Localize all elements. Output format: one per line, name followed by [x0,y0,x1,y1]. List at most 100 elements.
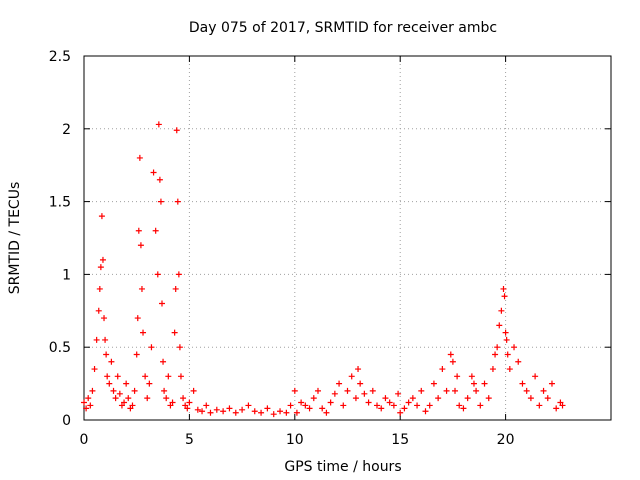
data-point [101,315,108,322]
data-point [405,399,412,406]
data-point [125,395,132,402]
data-point [91,366,98,373]
data-point [369,387,376,394]
data-point [468,373,475,380]
data-point [323,409,330,416]
x-axis-label: GPS time / hours [284,459,401,475]
data-point [180,395,187,402]
data-point [158,300,165,307]
data-point [494,344,501,351]
data-point [177,373,184,380]
data-point [447,351,454,358]
data-point [414,402,421,409]
data-point [348,373,355,380]
data-point [283,409,290,416]
x-tick-label: 5 [185,432,194,448]
data-point [439,366,446,373]
plot-frame [83,55,612,421]
data-point [401,405,408,412]
data-point [171,329,178,336]
data-point [110,387,117,394]
data-point [503,336,510,343]
data-point [95,307,102,314]
data-point [156,176,163,183]
data-point [207,409,214,416]
data-point [144,395,151,402]
data-point [251,408,258,415]
data-point [498,307,505,314]
data-point [157,198,164,205]
y-tick-label: 0.5 [49,340,71,356]
data-point [544,395,551,402]
data-point [186,399,193,406]
grid [84,56,611,420]
data-point [540,387,547,394]
data-point [89,387,96,394]
data-point [138,285,145,292]
data-point [409,395,416,402]
data-point [213,406,220,413]
data-point [306,405,313,412]
data-point [464,395,471,402]
data-point [344,387,351,394]
data-point [504,351,511,358]
data-point [310,395,317,402]
data-point [152,227,159,234]
data-point [390,402,397,409]
y-tick-label: 0 [62,413,71,429]
data-point [121,399,128,406]
data-point [327,399,334,406]
data-point [340,402,347,409]
data-point [501,293,508,300]
data-point [163,395,170,402]
data-point [175,271,182,278]
data-point [97,264,104,271]
data-point [112,395,119,402]
y-axis-label: SRMTID / TECUs [7,182,23,295]
data-point [194,406,201,413]
data-point [532,373,539,380]
data-point [135,227,142,234]
data-point [245,402,252,409]
data-point [460,405,467,412]
data-point [176,344,183,351]
data-point [83,405,90,412]
data-point [331,390,338,397]
data-point [449,358,456,365]
data-point [270,411,277,418]
data-point [123,380,130,387]
data-point [81,399,87,406]
data-point [114,373,121,380]
data-point [430,380,437,387]
data-point [365,399,372,406]
chart-title: Day 075 of 2017, SRMTID for receiver amb… [189,20,497,36]
y-tick-label: 1.5 [49,195,71,211]
data-point [239,406,246,413]
data-point [374,402,381,409]
data-point [146,380,153,387]
data-point [106,380,113,387]
data-point [500,285,507,292]
y-tick-label: 2 [62,122,71,138]
data-point [85,395,92,402]
data-point [536,402,543,409]
data-point [435,395,442,402]
data-point [136,154,143,161]
data-point [395,390,402,397]
data-point [131,387,138,394]
data-point [386,399,393,406]
data-point [382,395,389,402]
data-point [454,373,461,380]
data-point [190,387,197,394]
data-point [140,329,147,336]
data-point [160,358,167,365]
data-point [527,395,534,402]
data-point [169,399,176,406]
data-point [485,395,492,402]
data-point [506,366,513,373]
x-tick-label: 0 [80,432,89,448]
x-tick-label: 10 [286,432,304,448]
x-tick-label: 15 [391,432,409,448]
data-point [496,322,503,329]
data-point [232,409,239,416]
